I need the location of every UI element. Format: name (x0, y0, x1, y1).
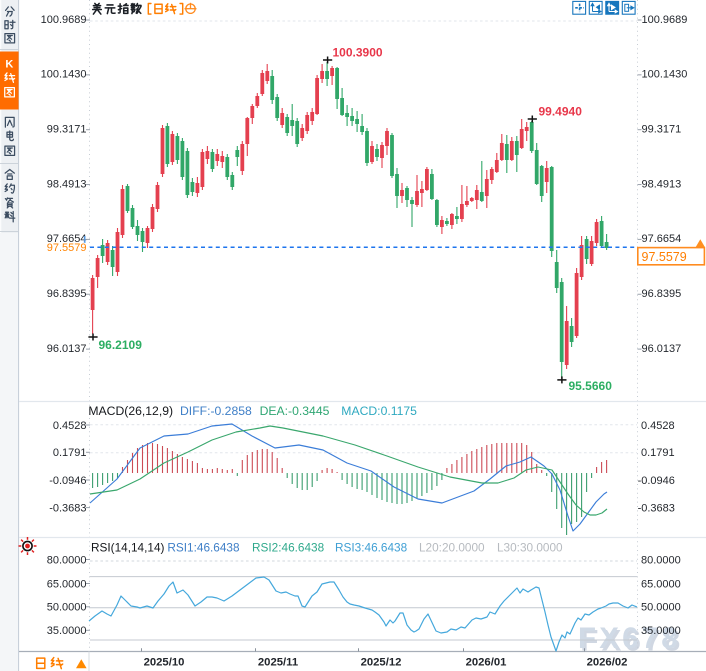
svg-text:L20:20.0000: L20:20.0000 (419, 541, 485, 555)
svg-text:95.5660: 95.5660 (569, 379, 613, 393)
svg-text:0.1791: 0.1791 (641, 447, 675, 459)
svg-text:96.8395: 96.8395 (642, 288, 682, 300)
svg-text:RSI3:46.6438: RSI3:46.6438 (335, 541, 408, 555)
svg-text:0.4528: 0.4528 (641, 420, 675, 432)
svg-text:96.0137: 96.0137 (47, 343, 87, 355)
svg-text:K: K (5, 59, 13, 71)
svg-text:97.5579: 97.5579 (47, 242, 87, 254)
svg-text:65.0000: 65.0000 (47, 578, 87, 590)
svg-text:0.1791: 0.1791 (53, 447, 87, 459)
svg-text:97.5579: 97.5579 (642, 250, 687, 264)
svg-text:100.9689: 100.9689 (642, 14, 688, 26)
svg-text:99.4940: 99.4940 (539, 104, 583, 118)
svg-text:35.0000: 35.0000 (641, 625, 681, 637)
svg-text:98.4913: 98.4913 (47, 178, 87, 190)
svg-text:RSI(14,14,14): RSI(14,14,14) (91, 541, 165, 555)
svg-text:35.0000: 35.0000 (47, 625, 87, 637)
svg-text:98.4913: 98.4913 (642, 178, 682, 190)
svg-text:99.3171: 99.3171 (47, 124, 87, 136)
svg-text:-0.0946: -0.0946 (638, 475, 675, 487)
svg-text:L30:30.0000: L30:30.0000 (497, 541, 563, 555)
svg-text:MACD(26,12,9): MACD(26,12,9) (88, 404, 173, 418)
svg-text:2025/12: 2025/12 (361, 656, 402, 668)
svg-text:97.6654: 97.6654 (47, 233, 87, 245)
svg-text:2025/11: 2025/11 (258, 656, 298, 668)
svg-text:100.1430: 100.1430 (41, 69, 87, 81)
svg-text:-0.3683: -0.3683 (49, 503, 86, 515)
svg-text:2025/10: 2025/10 (144, 656, 185, 668)
svg-text:-0.0946: -0.0946 (49, 475, 86, 487)
svg-text:0.4528: 0.4528 (53, 420, 87, 432)
svg-text:50.0000: 50.0000 (641, 602, 681, 614)
svg-text:2026/01: 2026/01 (466, 656, 507, 668)
svg-text:65.0000: 65.0000 (641, 578, 681, 590)
svg-text:RSI2:46.6438: RSI2:46.6438 (252, 541, 325, 555)
svg-text:96.8395: 96.8395 (47, 288, 87, 300)
svg-text:100.1430: 100.1430 (642, 69, 688, 81)
svg-text:99.3171: 99.3171 (642, 124, 682, 136)
svg-text:100.9689: 100.9689 (41, 14, 87, 26)
svg-text:DIFF:-0.2858: DIFF:-0.2858 (180, 404, 252, 418)
svg-text:100.3900: 100.3900 (333, 46, 383, 60)
svg-text:-0.3683: -0.3683 (638, 503, 675, 515)
svg-text:50.0000: 50.0000 (47, 602, 87, 614)
svg-text:DEA:-0.3445: DEA:-0.3445 (260, 404, 330, 418)
svg-text:80.0000: 80.0000 (641, 554, 681, 566)
svg-text:97.6654: 97.6654 (642, 233, 682, 245)
svg-text:96.2109: 96.2109 (99, 338, 143, 352)
svg-text:80.0000: 80.0000 (47, 554, 87, 566)
svg-text:FX678: FX678 (578, 622, 681, 655)
svg-text:96.0137: 96.0137 (642, 343, 682, 355)
svg-text:MACD:0.1175: MACD:0.1175 (341, 404, 417, 418)
svg-text:RSI1:46.6438: RSI1:46.6438 (167, 541, 240, 555)
svg-text:2026/02: 2026/02 (587, 656, 628, 668)
